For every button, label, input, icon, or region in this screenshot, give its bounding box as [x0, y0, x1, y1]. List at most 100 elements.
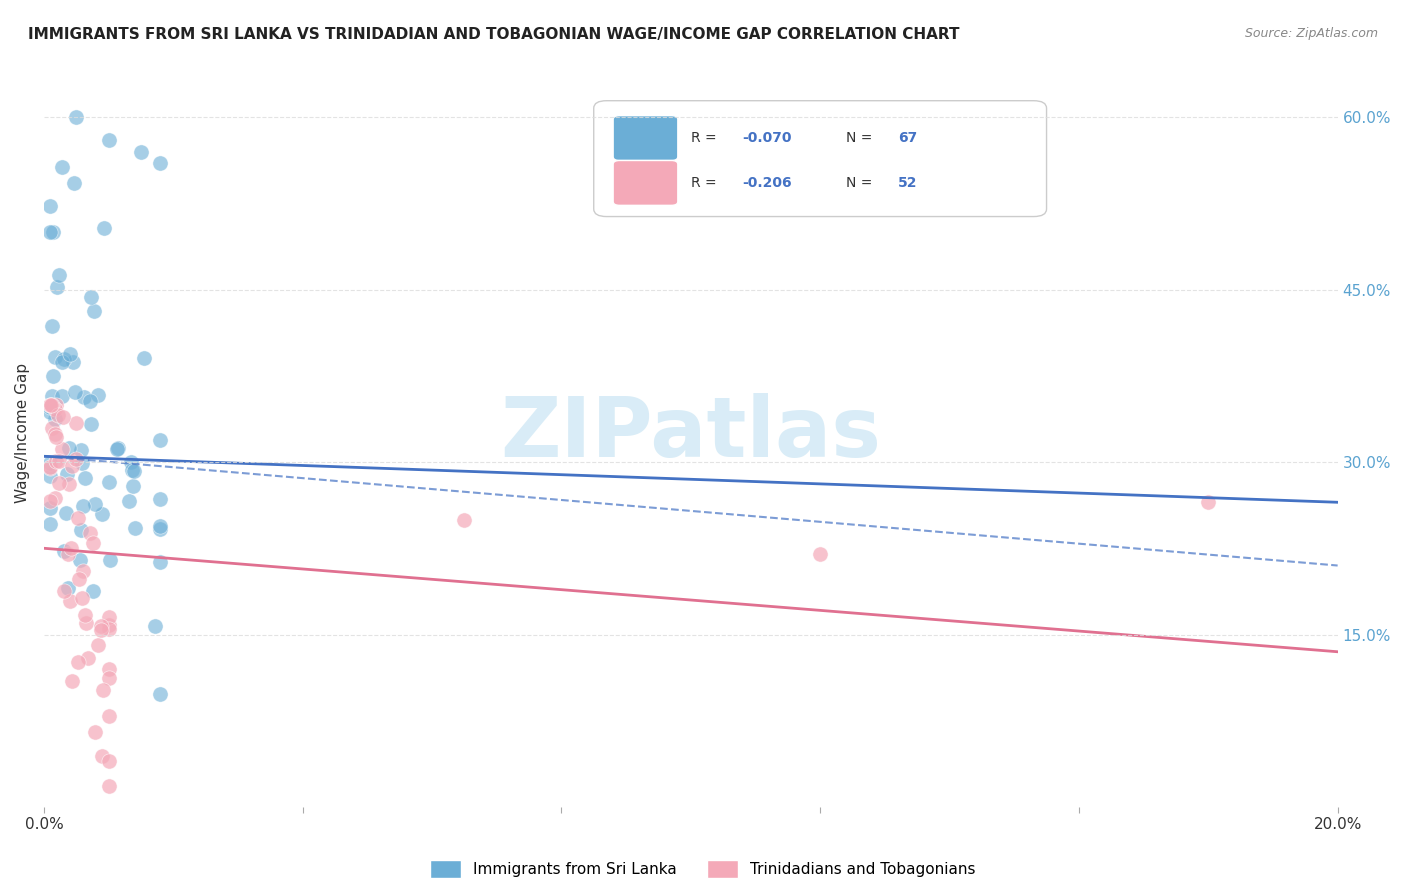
FancyBboxPatch shape: [613, 116, 678, 161]
Point: [65, 110, 87, 124]
Point: [39, 225, 62, 239]
Point: [39, 468, 62, 483]
Point: [97, 779, 120, 793]
Point: [65, 384, 87, 399]
Point: [149, 522, 172, 536]
Point: [59, 541, 82, 555]
Point: [87, 388, 110, 402]
Point: [63, 176, 86, 190]
Point: [41, 398, 63, 412]
Text: R =: R =: [690, 131, 721, 145]
Y-axis label: Wage/Income Gap: Wage/Income Gap: [15, 363, 30, 503]
Point: [44, 491, 66, 505]
Point: [58, 441, 80, 455]
Point: [41, 421, 63, 435]
Point: [39, 501, 62, 516]
Point: [117, 494, 139, 508]
Point: [56, 547, 79, 561]
Point: [120, 455, 142, 469]
Point: [58, 476, 80, 491]
Point: [42, 225, 65, 239]
Point: [90, 508, 112, 522]
Point: [129, 145, 152, 159]
Point: [44, 402, 66, 417]
Point: [1197, 495, 1219, 509]
Point: [48, 268, 70, 283]
Point: [62, 355, 84, 369]
Point: [56, 581, 79, 595]
Point: [149, 433, 172, 447]
Point: [97, 618, 120, 632]
Point: [143, 618, 166, 632]
Point: [55, 506, 77, 520]
Point: [79, 394, 101, 409]
Point: [70, 456, 93, 470]
Point: [51, 161, 73, 175]
Text: ZIPatlas: ZIPatlas: [501, 392, 882, 474]
Point: [45, 453, 67, 467]
Point: [73, 390, 96, 404]
Point: [65, 417, 87, 431]
Text: 67: 67: [898, 131, 917, 145]
Point: [72, 564, 94, 578]
Point: [39, 401, 62, 415]
Point: [72, 500, 94, 514]
Point: [97, 622, 120, 636]
Point: [51, 389, 73, 403]
Point: [52, 409, 75, 424]
Point: [65, 451, 87, 466]
Point: [39, 494, 62, 508]
Point: [73, 470, 96, 484]
Point: [44, 350, 66, 364]
Point: [97, 662, 120, 676]
Point: [39, 398, 62, 412]
Point: [453, 512, 475, 526]
Point: [52, 352, 75, 367]
Point: [90, 748, 112, 763]
Point: [70, 591, 93, 605]
Point: [44, 427, 66, 442]
Text: Source: ZipAtlas.com: Source: ZipAtlas.com: [1244, 27, 1378, 40]
Point: [69, 553, 91, 567]
Point: [97, 610, 120, 624]
Point: [80, 417, 103, 432]
Point: [808, 547, 831, 561]
Point: [48, 454, 70, 468]
Point: [105, 442, 128, 456]
Point: [97, 671, 120, 685]
Point: [45, 430, 67, 444]
Point: [84, 725, 107, 739]
FancyBboxPatch shape: [593, 101, 1046, 217]
Point: [39, 398, 62, 412]
Point: [39, 461, 62, 475]
Point: [59, 347, 82, 361]
Point: [75, 615, 97, 630]
Point: [60, 674, 83, 689]
Point: [53, 584, 76, 599]
FancyBboxPatch shape: [613, 161, 678, 205]
Point: [39, 456, 62, 470]
Point: [149, 492, 172, 507]
Point: [121, 463, 143, 477]
Text: -0.070: -0.070: [742, 131, 792, 145]
Point: [98, 553, 121, 567]
Point: [83, 304, 105, 318]
Point: [46, 280, 69, 294]
Point: [41, 319, 63, 334]
Point: [97, 475, 120, 489]
Point: [90, 623, 112, 637]
Point: [80, 289, 103, 303]
Point: [70, 442, 93, 457]
Text: N =: N =: [846, 131, 877, 145]
Point: [149, 519, 172, 533]
Point: [51, 442, 73, 457]
Point: [124, 465, 146, 479]
Point: [149, 555, 172, 569]
Point: [97, 754, 120, 768]
Point: [79, 525, 101, 540]
Point: [45, 398, 67, 412]
Point: [91, 682, 114, 697]
Point: [70, 523, 93, 537]
Point: [39, 199, 62, 213]
Point: [55, 467, 77, 482]
